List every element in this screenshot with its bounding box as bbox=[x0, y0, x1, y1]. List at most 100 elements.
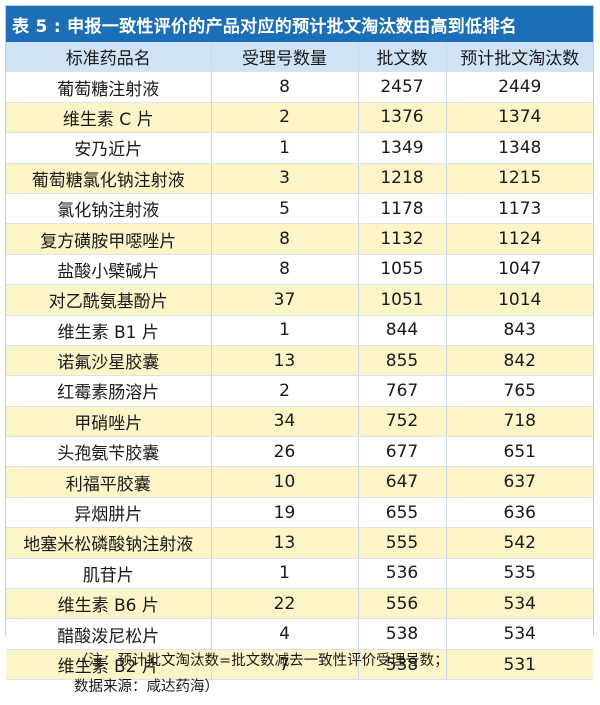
cell-expected-eliminated: 1014 bbox=[445, 284, 593, 316]
header-drug-name: 标准药品名 bbox=[6, 42, 211, 73]
cell-acceptance-count: 37 bbox=[210, 284, 358, 316]
cell-expected-eliminated: 718 bbox=[445, 406, 593, 438]
table-title: 表 5 : 申报一致性评价的产品对应的预计批文淘汰数由高到低排名 bbox=[6, 6, 593, 42]
cell-acceptance-count: 8 bbox=[210, 223, 358, 255]
header-expected-eliminated: 预计批文淘汰数 bbox=[445, 42, 593, 73]
cell-drug-name: 盐酸小檗碱片 bbox=[6, 254, 211, 286]
cell-acceptance-count: 8 bbox=[210, 71, 358, 103]
cell-approval-count: 1132 bbox=[357, 223, 446, 255]
cell-drug-name: 诺氟沙星胶囊 bbox=[6, 345, 211, 377]
header-approval-count: 批文数 bbox=[357, 42, 446, 73]
table-row: 复方磺胺甲噁唑片 8 1132 1124 bbox=[6, 223, 593, 255]
cell-expected-eliminated: 1124 bbox=[445, 223, 593, 255]
cell-approval-count: 767 bbox=[357, 375, 446, 407]
cell-drug-name: 头孢氨苄胶囊 bbox=[6, 436, 211, 468]
cell-drug-name: 氯化钠注射液 bbox=[6, 193, 211, 225]
cell-acceptance-count: 22 bbox=[210, 588, 358, 620]
cell-drug-name: 地塞米松磷酸钠注射液 bbox=[6, 527, 211, 559]
table-row: 甲硝唑片 34 752 718 bbox=[6, 406, 593, 438]
cell-acceptance-count: 19 bbox=[210, 497, 358, 529]
cell-acceptance-count: 2 bbox=[210, 102, 358, 134]
table-row: 地塞米松磷酸钠注射液 13 555 542 bbox=[6, 527, 593, 559]
cell-approval-count: 538 bbox=[357, 618, 446, 650]
cell-expected-eliminated: 765 bbox=[445, 375, 593, 407]
cell-approval-count: 752 bbox=[357, 406, 446, 438]
cell-approval-count: 855 bbox=[357, 345, 446, 377]
cell-acceptance-count: 34 bbox=[210, 406, 358, 438]
cell-acceptance-count: 1 bbox=[210, 315, 358, 346]
header-acceptance-count: 受理号数量 bbox=[210, 42, 358, 73]
cell-acceptance-count: 4 bbox=[210, 618, 358, 650]
table-row: 安乃近片 1 1349 1348 bbox=[6, 132, 593, 164]
table-row: 对乙酰氨基酚片 37 1051 1014 bbox=[6, 284, 593, 316]
cell-expected-eliminated: 1047 bbox=[445, 254, 593, 286]
table-row: 利福平胶囊 10 647 637 bbox=[6, 466, 593, 498]
cell-acceptance-count: 3 bbox=[210, 163, 358, 194]
cell-approval-count: 555 bbox=[357, 527, 446, 559]
cell-drug-name: 醋酸泼尼松片 bbox=[6, 618, 211, 650]
table-row: 醋酸泼尼松片 4 538 534 bbox=[6, 618, 593, 650]
cell-drug-name: 利福平胶囊 bbox=[6, 466, 211, 498]
table-row: 维生素 C 片 2 1376 1374 bbox=[6, 102, 593, 134]
cell-approval-count: 1055 bbox=[357, 254, 446, 286]
cell-approval-count: 556 bbox=[357, 588, 446, 620]
cell-drug-name: 复方磺胺甲噁唑片 bbox=[6, 223, 211, 255]
table-row: 维生素 B6 片 22 556 534 bbox=[6, 588, 593, 620]
table-row: 葡萄糖氯化钠注射液 3 1218 1215 bbox=[6, 163, 593, 194]
table-row: 葡萄糖注射液 8 2457 2449 bbox=[6, 71, 593, 103]
cell-acceptance-count: 13 bbox=[210, 345, 358, 377]
cell-expected-eliminated: 542 bbox=[445, 527, 593, 559]
cell-expected-eliminated: 651 bbox=[445, 436, 593, 468]
footnote-line-1: （注：预计批文淘汰数=批文数减去一致性评价受理号数； bbox=[74, 653, 449, 669]
cell-approval-count: 677 bbox=[357, 436, 446, 468]
cell-expected-eliminated: 842 bbox=[445, 345, 593, 377]
cell-drug-name: 葡萄糖氯化钠注射液 bbox=[6, 163, 211, 194]
cell-drug-name: 肌苷片 bbox=[6, 558, 211, 590]
table-row: 维生素 B2 片 7 538 531 bbox=[6, 649, 593, 681]
cell-expected-eliminated: 534 bbox=[445, 588, 593, 620]
table-card: 表 5 : 申报一致性评价的产品对应的预计批文淘汰数由高到低排名 标准药品名 受… bbox=[5, 5, 594, 681]
cell-acceptance-count: 26 bbox=[210, 436, 358, 468]
cell-expected-eliminated: 534 bbox=[445, 618, 593, 650]
cell-drug-name: 维生素 B1 片 bbox=[6, 315, 211, 346]
cell-expected-eliminated: 1348 bbox=[445, 132, 593, 164]
cell-drug-name: 维生素 C 片 bbox=[6, 102, 211, 134]
cell-approval-count: 2457 bbox=[357, 71, 446, 103]
footnote-line-2: 数据来源：咸达药海） bbox=[74, 679, 219, 695]
cell-approval-count: 1376 bbox=[357, 102, 446, 134]
cell-expected-eliminated: 531 bbox=[445, 649, 593, 681]
table-row: 盐酸小檗碱片 8 1055 1047 bbox=[6, 254, 593, 286]
cell-drug-name: 甲硝唑片 bbox=[6, 406, 211, 438]
cell-drug-name: 维生素 B6 片 bbox=[6, 588, 211, 620]
cell-expected-eliminated: 535 bbox=[445, 558, 593, 590]
table-body: 葡萄糖注射液 8 2457 2449 维生素 C 片 2 1376 1374 安乃近片 1 1349… bbox=[6, 71, 593, 681]
cell-drug-name: 红霉素肠溶片 bbox=[6, 375, 211, 407]
cell-expected-eliminated: 2449 bbox=[445, 71, 593, 103]
cell-acceptance-count: 8 bbox=[210, 254, 358, 286]
cell-expected-eliminated: 1173 bbox=[445, 193, 593, 225]
cell-approval-count: 1051 bbox=[357, 284, 446, 316]
table-row: 异烟肼片 19 655 636 bbox=[6, 497, 593, 529]
footnote: （注：预计批文淘汰数=批文数减去一致性评价受理号数； 数据来源：咸达药海） bbox=[74, 648, 594, 700]
cell-acceptance-count: 7 bbox=[210, 649, 358, 681]
cell-acceptance-count: 5 bbox=[210, 193, 358, 225]
cell-drug-name: 对乙酰氨基酚片 bbox=[6, 284, 211, 316]
cell-drug-name: 维生素 B2 片 bbox=[6, 649, 211, 681]
cell-acceptance-count: 1 bbox=[210, 558, 358, 590]
cell-approval-count: 1349 bbox=[357, 132, 446, 164]
table-row: 头孢氨苄胶囊 26 677 651 bbox=[6, 436, 593, 468]
table-row: 红霉素肠溶片 2 767 765 bbox=[6, 375, 593, 407]
cell-drug-name: 安乃近片 bbox=[6, 132, 211, 164]
cell-drug-name: 异烟肼片 bbox=[6, 497, 211, 529]
cell-approval-count: 647 bbox=[357, 466, 446, 498]
cell-expected-eliminated: 1215 bbox=[445, 163, 593, 194]
cell-acceptance-count: 1 bbox=[210, 132, 358, 164]
cell-approval-count: 1218 bbox=[357, 163, 446, 194]
cell-approval-count: 536 bbox=[357, 558, 446, 590]
cell-expected-eliminated: 636 bbox=[445, 497, 593, 529]
cell-approval-count: 538 bbox=[357, 649, 446, 681]
cell-acceptance-count: 13 bbox=[210, 527, 358, 559]
table-row: 维生素 B1 片 1 844 843 bbox=[6, 315, 593, 346]
cell-expected-eliminated: 637 bbox=[445, 466, 593, 498]
header-row: 标准药品名 受理号数量 批文数 预计批文淘汰数 bbox=[6, 42, 593, 73]
